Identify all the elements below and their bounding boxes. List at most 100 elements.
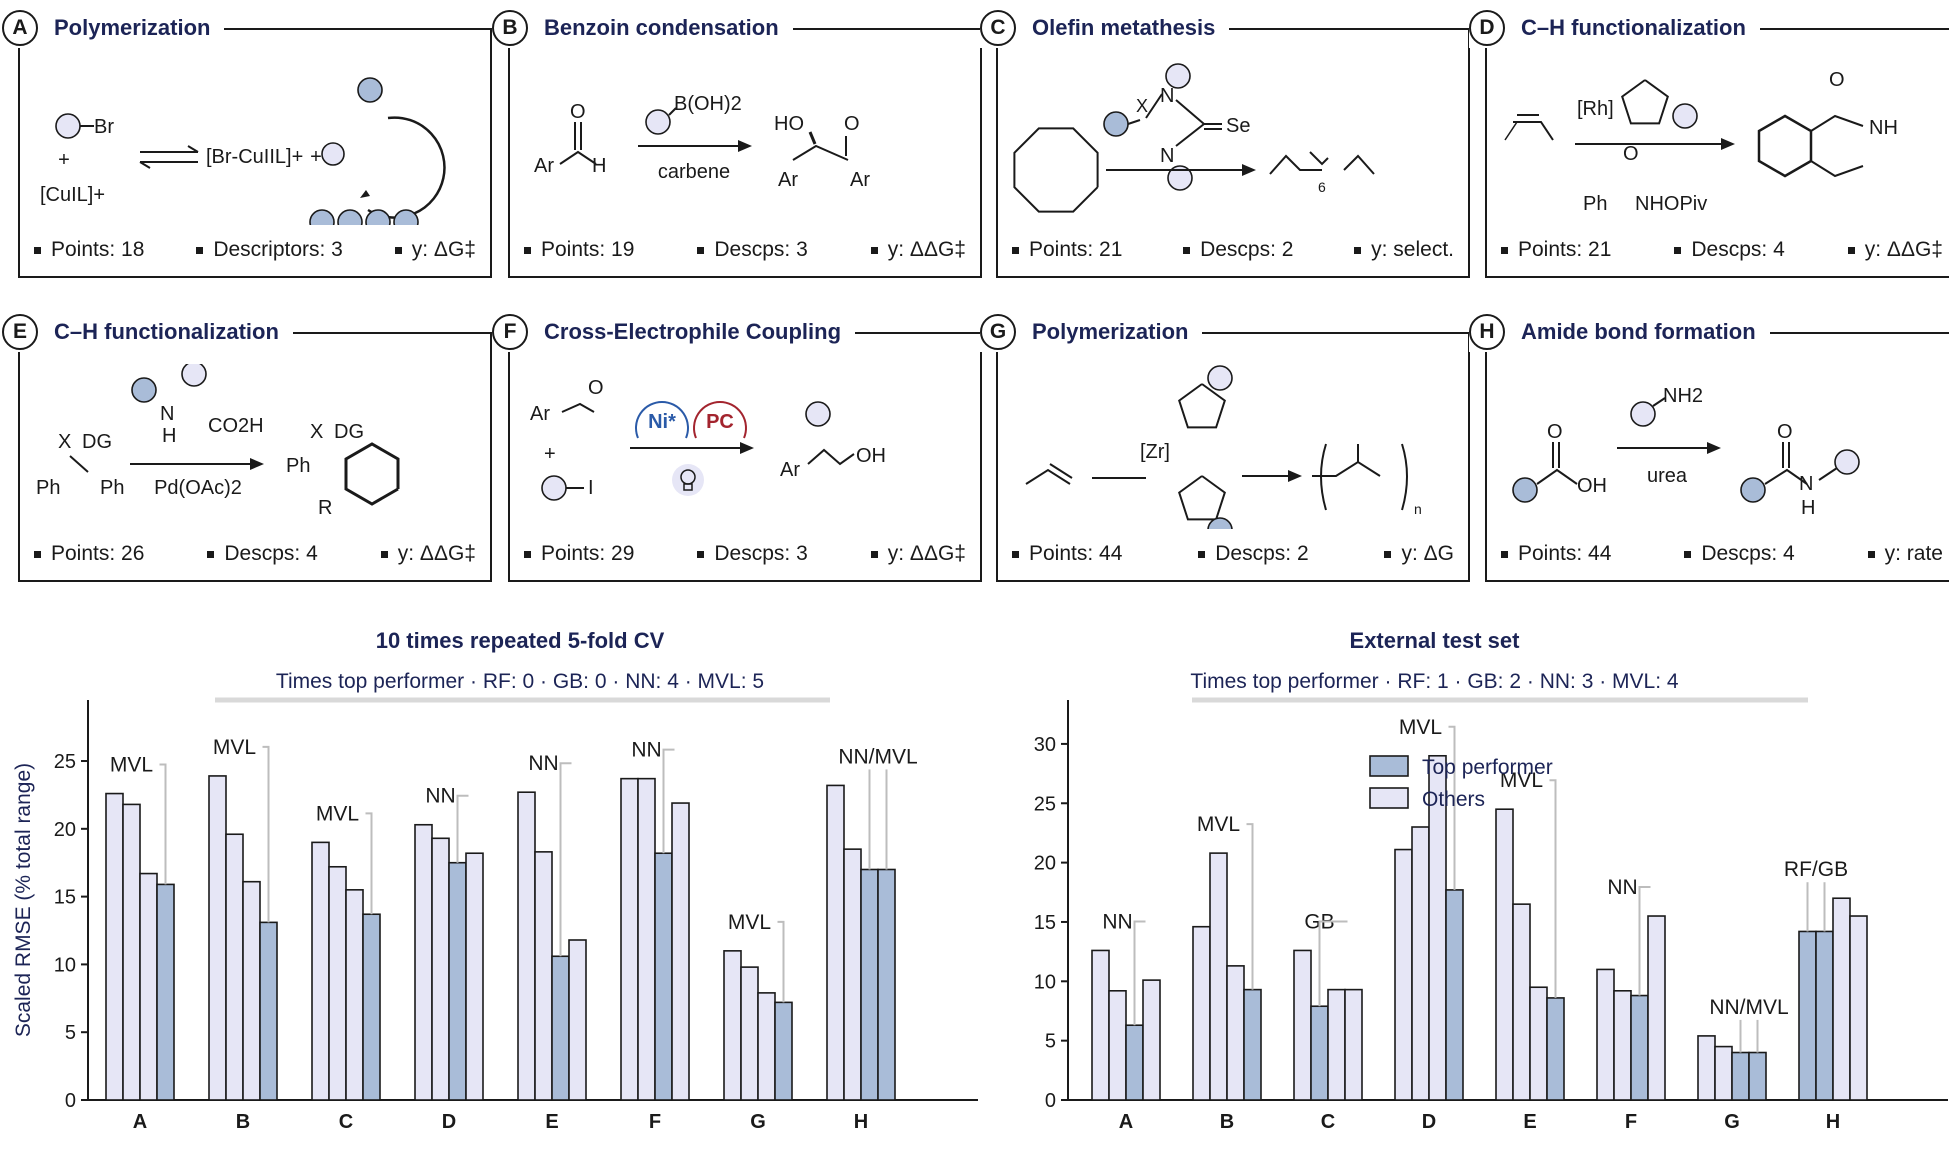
bar-group-h: NN/MVL: [826, 745, 918, 1101]
x-tick-label: G: [1724, 1111, 1740, 1133]
nitrogen-label: N: [1160, 85, 1174, 107]
substituent-ball: [131, 377, 157, 403]
bar-b-mvl: [259, 921, 278, 1101]
bar-group-f: NN: [1596, 876, 1666, 1101]
bar-d-gb: [1411, 826, 1430, 1101]
bar-chart-svg: 0 5 10 15 20 25 30 NN A MVL B GB C MVL D MVL E NN F NN/MVL G…: [1034, 697, 1948, 1133]
bar-h-nn: [860, 868, 879, 1101]
bar-g-nn: [1731, 1051, 1750, 1101]
bar-h-mvl: [877, 868, 896, 1101]
bar-f-nn: [1630, 994, 1649, 1101]
panel-title: C–H functionalization: [54, 319, 279, 344]
reaction-panel-g: G Polymerization [Zr] n Points: 44 Descps…: [980, 312, 1470, 582]
panel-header: A Polymerization: [2, 8, 225, 48]
bar-c-rf: [311, 841, 330, 1101]
selenium-label: Se: [1226, 115, 1250, 137]
n-substituent-ball: [1167, 165, 1193, 191]
panel-letter-badge: H: [1469, 314, 1505, 350]
bar-g-nn: [757, 992, 776, 1101]
y-tick-label: 15: [54, 887, 76, 909]
bar-group-a: NN: [1091, 910, 1161, 1101]
bar-g-mvl: [774, 1001, 793, 1101]
aryl-label: Ar: [850, 169, 870, 191]
n-substituent-ball: [1165, 63, 1191, 89]
panel-stats: Points: 44 Descps: 2 y: ΔG: [1012, 540, 1454, 568]
panel-letter-badge: C: [980, 10, 1016, 46]
bar-e-gb: [534, 851, 553, 1101]
panel-title: Benzoin condensation: [544, 15, 779, 40]
bar-c-gb: [1310, 1005, 1329, 1101]
bar-e-rf: [517, 791, 536, 1101]
y-tick-label: 5: [65, 1022, 76, 1044]
bar-a-nn: [139, 872, 158, 1101]
reaction-scheme: X DG Ph Ph NH CO2H Pd(OAc)2 X DG Ph R: [36, 364, 400, 519]
reaction-panel-b: B Benzoin condensation Ar O H B(OH)2 carbene…: [492, 8, 982, 278]
x-tick-label: B: [1220, 1111, 1234, 1133]
y-tick-label: 5: [1045, 1031, 1056, 1053]
chart-title: External test set: [1349, 628, 1520, 653]
reaction-panels: A Polymerization Br + [CuIL]+ [Br-CuIIL]+ + …: [0, 0, 1949, 600]
annotation-leader: [365, 812, 373, 915]
hydroxyl-label: OH: [1577, 475, 1607, 497]
copper-bromide-label: [Br-CuIIL]+: [206, 146, 303, 168]
panel-title: Cross-Electrophile Coupling: [544, 319, 842, 344]
y-tick-label: 25: [54, 751, 76, 773]
reaction-arrow: [1106, 164, 1256, 176]
annotation-leader: [262, 745, 270, 923]
aryl-label: Ar: [778, 169, 798, 191]
bar-h-gb: [1815, 930, 1834, 1101]
x-tick-label: B: [236, 1111, 250, 1133]
panel-letter-badge: B: [492, 10, 528, 46]
target-stat: y: ΔΔG‡: [381, 542, 476, 566]
oxygen-label: O: [570, 101, 586, 123]
cp-substituent-ball: [1207, 517, 1233, 529]
reaction-arrow: [638, 140, 752, 152]
cp-substituent-ball: [1207, 365, 1233, 391]
points-stat: Points: 44: [1012, 542, 1122, 566]
cp-ring-top: [1178, 383, 1226, 429]
bar-group-h: RF/GB: [1784, 858, 1868, 1101]
points-stat: Points: 44: [1501, 542, 1611, 566]
chart-subtitle: Times top performer · RF: 1 · GB: 2 · NN…: [1190, 670, 1679, 693]
y-tick-label: 20: [54, 819, 76, 841]
reaction-panel-e: E C–H functionalization X DG Ph Ph N H CO2H Pd(…: [2, 312, 492, 582]
bar-h-gb: [843, 848, 862, 1101]
points-stat: Points: 18: [34, 238, 144, 262]
panel-header: D C–H functionalization: [1469, 8, 1760, 48]
x-tick-label: D: [442, 1111, 456, 1133]
descriptors-stat: Descps: 4: [1684, 542, 1794, 566]
y-tick-label: 0: [1045, 1090, 1056, 1112]
reaction-panel-d: D C–H functionalization [Rh] Ph NHOPiv O O NH…: [1469, 8, 1949, 278]
polymer-ball: [393, 209, 419, 225]
polymer-ball: [309, 209, 335, 225]
bar-group-c: MVL: [311, 802, 381, 1101]
bar-group-e: NN: [517, 752, 587, 1101]
product-oxygen-label: O: [1777, 421, 1793, 443]
bar-b-rf: [208, 775, 227, 1101]
legend: Top performer Others: [1369, 755, 1553, 811]
panel-title: C–H functionalization: [1521, 15, 1746, 40]
substituent-ball: [1512, 477, 1538, 503]
panel-letter-badge: D: [1469, 10, 1505, 46]
top-performer-annotation: MVL: [1399, 716, 1442, 739]
x-tick-label: C: [1321, 1111, 1335, 1133]
amine-ball: [1630, 401, 1656, 427]
x-tick-label: E: [1523, 1111, 1536, 1133]
reaction-panel-c: C Olefin metathesis X N N Se 6 Points: 21 De…: [980, 8, 1470, 278]
top-performer-annotation: MVL: [213, 736, 256, 759]
oxygen-label: O: [1547, 421, 1563, 443]
cp-ring-bottom: [1178, 475, 1226, 521]
annotation-leader: [1246, 823, 1254, 990]
bar-c-mvl: [362, 913, 381, 1101]
target-stat: y: ΔΔG‡: [1848, 238, 1943, 262]
bar-a-nn: [1125, 1024, 1144, 1101]
panel-header: C Olefin metathesis: [980, 8, 1230, 48]
panel-title: Polymerization: [1032, 319, 1189, 344]
bar-a-mvl: [156, 883, 175, 1101]
top-performer-annotation: NN: [1607, 876, 1637, 899]
reaction-arrow: [1575, 138, 1735, 150]
bar-e-nn: [551, 955, 570, 1101]
y-tick-label: 25: [1034, 793, 1056, 815]
hydroxyl-label: OH: [856, 445, 886, 467]
